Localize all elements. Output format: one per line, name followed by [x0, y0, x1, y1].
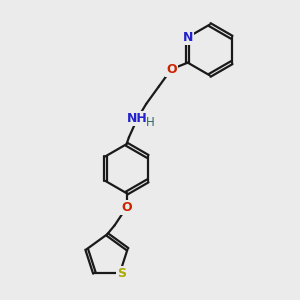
Text: O: O [166, 63, 177, 76]
Text: N: N [183, 31, 193, 44]
Text: S: S [117, 267, 126, 280]
Text: NH: NH [127, 112, 148, 125]
Text: O: O [121, 201, 132, 214]
Text: H: H [146, 116, 154, 129]
